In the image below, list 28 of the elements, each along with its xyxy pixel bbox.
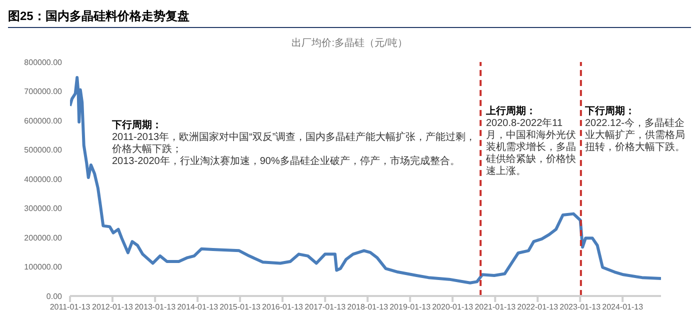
chart-title: 图25：国内多晶硅料价格走势复盘 [8, 8, 691, 28]
y-tick-label: 100000.00 [24, 262, 63, 272]
x-tick-label: 2021-01-13 [474, 302, 516, 312]
annotation: 下行周期： 2011-2013年，欧洲国家对中国“双反”调查，国内多晶硅产能大幅扩张，产能过剩，价格大幅下跌； 2013-2020年，行业淘汰赛加速，90%多晶硅企业破产，停产，市场完成整合。 [112, 120, 477, 168]
x-tick-label: 2024-01-13 [602, 302, 644, 312]
annotation: 下行周期： 2022.12-今，多晶硅企业大幅扩产，供需格局扭转，价格大幅下跌。 [585, 106, 686, 154]
x-tick-label: 2019-01-13 [390, 302, 432, 312]
y-tick-label: 200000.00 [24, 233, 63, 242]
x-tick-label: 2018-01-13 [347, 302, 389, 312]
y-tick-label: 700000.00 [24, 87, 63, 96]
annotation: 上行周期： 2020.8-2022年11月，中国和海外光伏装机需求增长，多晶硅供给紧缺，价格快速上涨。 [486, 106, 576, 178]
x-tick-label: 2017-01-13 [304, 302, 346, 312]
y-tick-label: 0.00 [46, 292, 63, 301]
x-tick-label: 2013-01-13 [134, 302, 176, 312]
y-tick-label: 500000.00 [24, 146, 63, 155]
x-tick-label: 2023-01-13 [560, 302, 602, 312]
x-tick-label: 2012-01-13 [92, 302, 134, 312]
y-tick-label: 600000.00 [24, 116, 63, 126]
y-tick-label: 300000.00 [24, 204, 63, 214]
x-tick-label: 2014-01-13 [177, 302, 219, 312]
x-tick-label: 2020-01-13 [432, 302, 474, 312]
y-tick-label: 400000.00 [24, 174, 63, 184]
x-tick-label: 2011-01-13 [50, 302, 91, 312]
y-tick-label: 800000.00 [24, 58, 63, 67]
x-tick-label: 2022-01-13 [517, 302, 559, 312]
chart-subtitle: 出厂均价:多晶硅（元/吨） [290, 36, 408, 50]
x-tick-label: 2016-01-13 [262, 302, 304, 312]
x-tick-label: 2015-01-13 [220, 302, 262, 312]
